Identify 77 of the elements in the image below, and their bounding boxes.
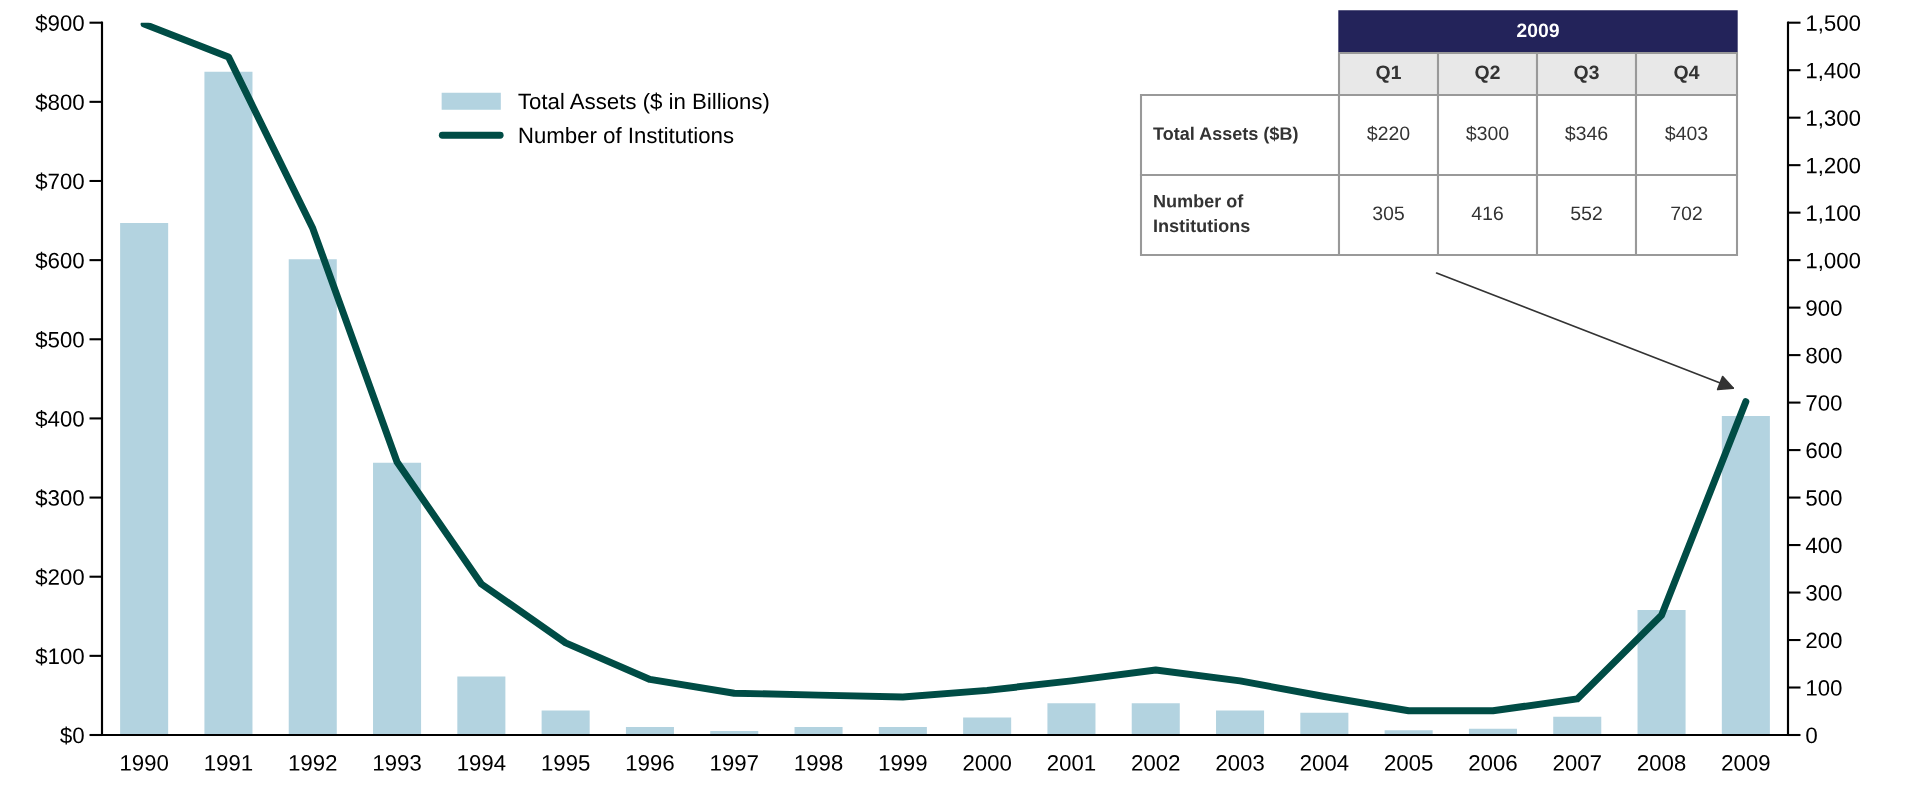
y2-tick-label: 0 bbox=[1806, 727, 1817, 744]
x-tick-label: 2000 bbox=[963, 755, 1011, 771]
annotation: Q4 bbox=[1674, 65, 1700, 83]
x-tick-label: 2005 bbox=[1385, 755, 1433, 771]
bar bbox=[1721, 416, 1770, 735]
annotation: Q2 bbox=[1475, 65, 1500, 83]
annotation: 702 bbox=[1671, 206, 1702, 221]
x-tick-label: 2008 bbox=[1637, 755, 1686, 771]
bar bbox=[1131, 703, 1180, 735]
x-tick-label: 1996 bbox=[626, 755, 674, 771]
y2-tick-label: 500 bbox=[1806, 490, 1842, 506]
annotation: 2009 bbox=[1517, 23, 1559, 38]
x-tick-label: 1992 bbox=[289, 755, 337, 771]
annotation: $346 bbox=[1565, 125, 1608, 142]
y-tick-label: $200 bbox=[35, 568, 84, 587]
y2-tick-label: 1,400 bbox=[1807, 62, 1861, 82]
y2-tick-label: 1,100 bbox=[1807, 205, 1861, 224]
annotation: Total Assets ($B) bbox=[1153, 126, 1298, 144]
x-tick-label: 1994 bbox=[458, 755, 506, 771]
y2-tick-label: 700 bbox=[1806, 395, 1842, 411]
y-tick-label: $100 bbox=[35, 647, 84, 666]
annotation: Q1 bbox=[1376, 65, 1401, 83]
x-tick-label: 1997 bbox=[711, 755, 758, 771]
y-tick-label: $700 bbox=[35, 172, 84, 191]
y-tick-label: $800 bbox=[35, 93, 84, 112]
bar bbox=[541, 710, 590, 735]
y-tick-label: $0 bbox=[60, 726, 84, 745]
bar bbox=[288, 259, 337, 735]
y2-tick-label: 600 bbox=[1806, 442, 1842, 459]
y2-tick-label: 1,000 bbox=[1807, 252, 1861, 272]
y2-tick-label: 100 bbox=[1807, 680, 1842, 696]
annotation: 416 bbox=[1471, 206, 1503, 221]
x-tick-label: 1990 bbox=[121, 755, 168, 771]
annotation: Q3 bbox=[1574, 65, 1599, 83]
x-tick-label: 1993 bbox=[374, 755, 421, 771]
x-tick-label: 1998 bbox=[795, 755, 843, 771]
y-tick-label: $600 bbox=[35, 251, 84, 270]
x-tick-label: 1999 bbox=[879, 755, 927, 771]
y-tick-label: $300 bbox=[35, 489, 84, 508]
x-tick-label: 1991 bbox=[205, 755, 253, 771]
y2-tick-label: 300 bbox=[1806, 585, 1842, 601]
bar bbox=[204, 71, 253, 735]
annotation: $300 bbox=[1466, 125, 1509, 142]
bar bbox=[963, 717, 1012, 735]
x-tick-label: 2004 bbox=[1300, 755, 1349, 771]
y-tick-label: $400 bbox=[35, 410, 84, 429]
y2-tick-label: 1,300 bbox=[1807, 110, 1861, 129]
x-tick-label: 2002 bbox=[1132, 755, 1180, 771]
y2-tick-label: 1,500 bbox=[1807, 15, 1861, 34]
x-tick-label: 2006 bbox=[1469, 755, 1517, 771]
y2-tick-label: 800 bbox=[1806, 347, 1842, 364]
y2-tick-label: 400 bbox=[1805, 537, 1842, 554]
legend-label: Number of Institutions bbox=[519, 126, 734, 144]
bar bbox=[457, 676, 506, 735]
y2-tick-label: 1,200 bbox=[1807, 157, 1861, 177]
annotation: $220 bbox=[1367, 125, 1410, 142]
annotation: 305 bbox=[1373, 206, 1404, 221]
x-tick-label: 2003 bbox=[1216, 755, 1264, 771]
bar bbox=[1300, 712, 1349, 735]
y2-tick-label: 200 bbox=[1806, 632, 1842, 649]
bar bbox=[120, 222, 169, 735]
legend-label: Total Assets ($ in Billions) bbox=[518, 92, 769, 114]
bar bbox=[1553, 716, 1602, 735]
x-tick-label: 2007 bbox=[1553, 755, 1601, 771]
annotation: Number of Institutions bbox=[1154, 194, 1250, 233]
y-tick-label: $500 bbox=[35, 330, 84, 349]
x-tick-label: 1995 bbox=[542, 755, 590, 771]
y2-tick-label: 900 bbox=[1806, 300, 1842, 316]
annotation: $403 bbox=[1665, 125, 1708, 142]
x-tick-label: 2009 bbox=[1722, 755, 1770, 771]
y-tick-label: $900 bbox=[35, 14, 84, 33]
bar bbox=[373, 462, 422, 735]
x-tick-label: 2001 bbox=[1047, 755, 1096, 771]
bar bbox=[1047, 703, 1096, 735]
annotation: 552 bbox=[1571, 206, 1602, 221]
bar bbox=[1637, 609, 1686, 735]
bar bbox=[1216, 710, 1265, 735]
